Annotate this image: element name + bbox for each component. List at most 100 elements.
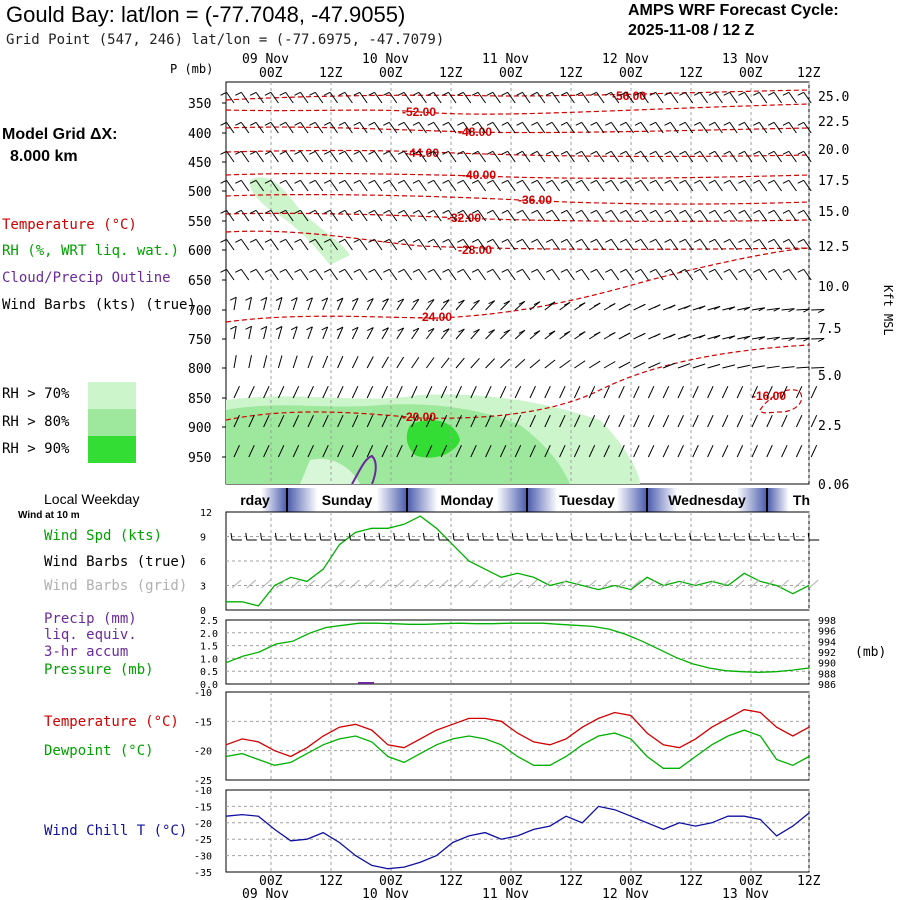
wind-barb-flag xyxy=(738,268,745,273)
wind-barb-shaft xyxy=(522,269,531,281)
wind-barb-shaft xyxy=(514,445,522,458)
wind-barb xyxy=(575,91,590,104)
wind-barb-flag xyxy=(797,238,804,243)
wind-barb-shaft xyxy=(351,386,359,399)
wind-barb xyxy=(707,386,714,399)
wind-barb xyxy=(309,268,324,281)
wind-barb xyxy=(396,386,403,399)
pressure-tick-label: 500 xyxy=(188,185,211,200)
wind-barb xyxy=(618,386,625,399)
wind-barb-shaft xyxy=(403,180,413,192)
wind-barb-shaft xyxy=(625,180,635,192)
wind-barb-shaft xyxy=(351,356,359,369)
wind-barb xyxy=(795,386,803,399)
surface-barb-flag xyxy=(319,532,322,541)
wind-barb xyxy=(294,179,309,192)
wind-barb-shaft xyxy=(388,92,398,104)
wind-barb-shaft xyxy=(603,386,610,399)
wind-barb-flag xyxy=(309,238,316,243)
wind-barb-shaft xyxy=(329,210,339,222)
kft-tick-label: 2.5 xyxy=(818,419,841,434)
wind-barb-flag xyxy=(294,238,301,243)
wind-barb xyxy=(249,91,265,104)
wind-barb xyxy=(603,332,616,340)
wind-barb-flag xyxy=(679,179,686,184)
surface-barb-flag xyxy=(570,532,573,541)
wind-barb-shaft xyxy=(500,300,511,311)
wind-barb-flag xyxy=(336,326,344,331)
wind-barb-shaft xyxy=(329,151,339,163)
wind-barb xyxy=(516,268,531,281)
wind-barb xyxy=(486,150,501,163)
wind-barb xyxy=(235,268,250,281)
wind-barb xyxy=(544,445,551,458)
wind-barb-shaft xyxy=(633,415,640,428)
wind-barb-shaft xyxy=(337,326,344,340)
wind-barb-shaft xyxy=(737,364,751,369)
wind-barb-shaft xyxy=(751,445,758,458)
wind-barb xyxy=(692,445,699,458)
wind-barb xyxy=(499,386,507,399)
wind-barb-shaft xyxy=(536,122,546,134)
wind-barb xyxy=(307,386,314,399)
wind-barb xyxy=(366,415,374,428)
wind-barb xyxy=(457,150,472,163)
wind-barb-flag xyxy=(353,238,360,243)
surface-wind-barbs xyxy=(230,532,820,541)
wind-barb xyxy=(277,355,283,369)
wind-barb-flag xyxy=(249,179,257,184)
wind-barb xyxy=(412,91,427,104)
wind-barb-flag xyxy=(249,150,257,155)
wind-barb-flag xyxy=(323,268,331,273)
wind-barb-shaft xyxy=(433,210,442,222)
wind-barb-shaft xyxy=(359,269,368,281)
wind-barb xyxy=(796,366,810,369)
temperature-contour-label: -52.00 xyxy=(402,105,436,119)
wind-barb-flag xyxy=(412,91,420,96)
wind-barb-shaft xyxy=(566,151,575,163)
wind-barb-flag xyxy=(249,209,257,214)
wind-barb xyxy=(322,355,329,369)
wind-barb-shaft xyxy=(663,362,676,369)
wind-barb-shaft xyxy=(470,300,480,311)
surface-barb-flag xyxy=(526,532,529,541)
wind-barb-shaft xyxy=(351,445,359,458)
wind-barb-shaft xyxy=(485,300,495,311)
wind-barb-flag xyxy=(723,121,730,126)
wind-barb-shaft xyxy=(581,269,590,281)
wind-barb xyxy=(279,268,294,281)
wind-barb-flag xyxy=(664,268,671,273)
wind-barb xyxy=(782,238,797,251)
wind-barb xyxy=(514,415,522,428)
wind-barb xyxy=(307,445,314,458)
wind-barb xyxy=(309,91,324,104)
kft-tick-label: 10.0 xyxy=(818,280,849,295)
wind-barb-flag xyxy=(458,299,465,304)
wind-barb xyxy=(323,179,339,192)
wind-barb xyxy=(337,386,344,399)
wind-barb xyxy=(663,333,676,340)
wind-barb-shaft xyxy=(551,269,561,281)
wind-barb-shaft xyxy=(411,445,418,458)
wind-barb-flag xyxy=(309,209,316,214)
wind-barb-shaft xyxy=(692,363,706,369)
wind-barb-flag xyxy=(708,238,716,243)
temperature-contour-line xyxy=(225,89,810,101)
wind-barb xyxy=(736,445,744,458)
wind-barb xyxy=(633,332,646,340)
wind-barb-flag xyxy=(649,150,656,155)
wind-barb xyxy=(485,415,492,428)
wind-barb-flag xyxy=(427,179,434,184)
wind-barb-shaft xyxy=(226,151,235,163)
wind-barb xyxy=(500,329,511,340)
wind-barb xyxy=(738,121,753,134)
wind-barb xyxy=(664,268,679,281)
wind-barb xyxy=(560,209,575,222)
wind-barb-flag xyxy=(397,238,405,243)
wind-barb-flag xyxy=(220,121,227,126)
wind-barb xyxy=(366,327,374,340)
bottom-hour-label: 12Z xyxy=(319,874,343,889)
wind-barb-flag xyxy=(713,334,721,339)
wind-barb xyxy=(366,356,374,369)
